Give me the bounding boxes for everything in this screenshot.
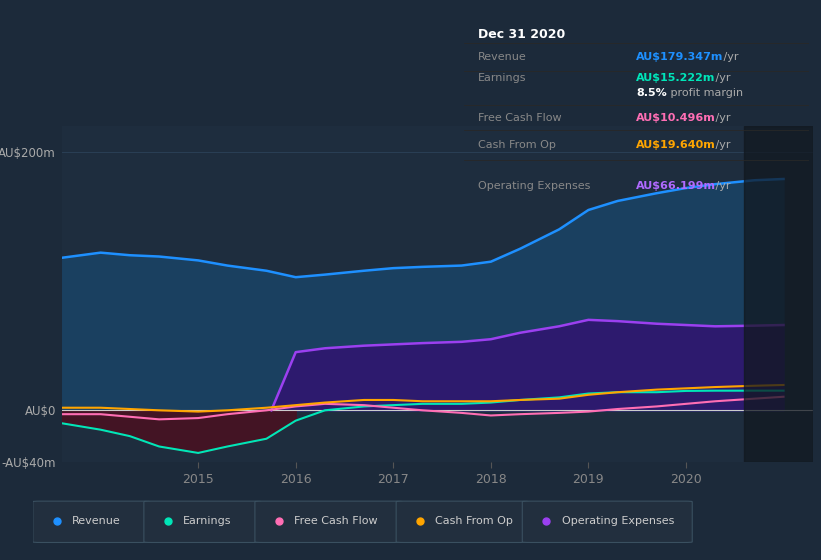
Text: Operating Expenses: Operating Expenses <box>562 516 674 526</box>
Text: 8.5%: 8.5% <box>636 88 667 98</box>
Text: /yr: /yr <box>712 181 731 191</box>
Text: AU$179.347m: AU$179.347m <box>636 52 723 62</box>
Text: AU$15.222m: AU$15.222m <box>636 73 716 83</box>
Text: Free Cash Flow: Free Cash Flow <box>294 516 378 526</box>
Text: Earnings: Earnings <box>478 73 526 83</box>
Bar <box>745 126 813 462</box>
FancyBboxPatch shape <box>522 501 692 543</box>
Text: Operating Expenses: Operating Expenses <box>478 181 590 191</box>
Text: Cash From Op: Cash From Op <box>478 140 556 150</box>
FancyBboxPatch shape <box>144 501 261 543</box>
Text: Dec 31 2020: Dec 31 2020 <box>478 28 565 41</box>
Text: Earnings: Earnings <box>183 516 232 526</box>
Text: profit margin: profit margin <box>667 88 743 98</box>
FancyBboxPatch shape <box>397 501 529 543</box>
Text: AU$10.496m: AU$10.496m <box>636 113 716 123</box>
Text: /yr: /yr <box>712 140 731 150</box>
Text: /yr: /yr <box>712 73 731 83</box>
Text: /yr: /yr <box>712 113 731 123</box>
Text: /yr: /yr <box>720 52 738 62</box>
Text: Revenue: Revenue <box>72 516 121 526</box>
Text: Cash From Op: Cash From Op <box>435 516 513 526</box>
FancyBboxPatch shape <box>33 501 150 543</box>
Text: Free Cash Flow: Free Cash Flow <box>478 113 562 123</box>
FancyBboxPatch shape <box>255 501 402 543</box>
Text: AU$19.640m: AU$19.640m <box>636 140 716 150</box>
Text: AU$66.199m: AU$66.199m <box>636 181 716 191</box>
Text: Revenue: Revenue <box>478 52 526 62</box>
